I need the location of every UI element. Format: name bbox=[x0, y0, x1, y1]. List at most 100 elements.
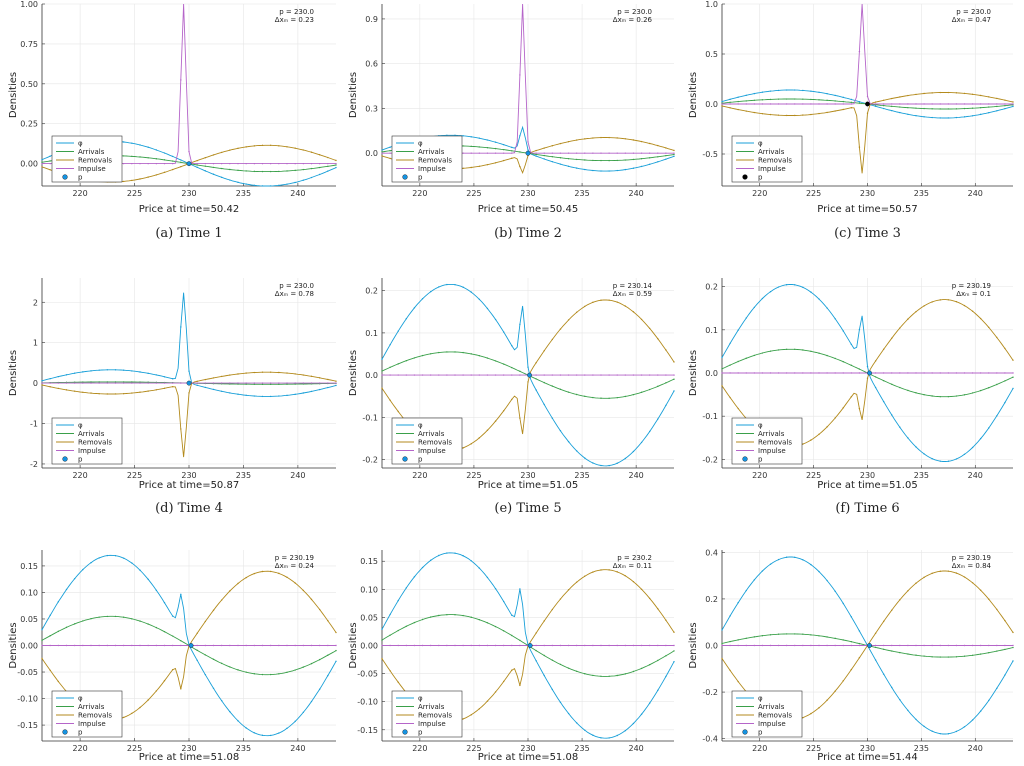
series-point bbox=[963, 304, 966, 307]
series-point bbox=[139, 644, 141, 647]
series-point bbox=[673, 631, 675, 633]
series-point bbox=[721, 100, 723, 103]
series-point bbox=[196, 659, 198, 661]
series-point bbox=[955, 395, 958, 397]
series-point bbox=[454, 552, 456, 554]
series-point bbox=[446, 552, 448, 554]
series-point bbox=[269, 673, 272, 676]
series-point bbox=[310, 700, 313, 703]
series-point bbox=[49, 155, 51, 157]
series-point bbox=[90, 617, 92, 620]
series-point bbox=[180, 688, 182, 690]
y-tick-label: 0.2 bbox=[705, 283, 718, 292]
series-point bbox=[592, 137, 594, 139]
series-point bbox=[310, 375, 313, 378]
series-point bbox=[220, 390, 223, 392]
series-point bbox=[478, 355, 481, 357]
series-point bbox=[49, 614, 51, 617]
series-point bbox=[131, 618, 133, 620]
series-point bbox=[405, 644, 408, 647]
series-point bbox=[318, 644, 321, 647]
series-point bbox=[535, 153, 537, 156]
series-point bbox=[834, 318, 836, 320]
series-point bbox=[592, 301, 594, 304]
series-point bbox=[567, 165, 570, 168]
series-point bbox=[49, 382, 51, 384]
series-point bbox=[979, 644, 982, 647]
series-point bbox=[721, 368, 723, 370]
series-point bbox=[212, 382, 215, 384]
series-point bbox=[753, 306, 756, 309]
series-point bbox=[624, 673, 627, 675]
x-tick-label: 220 bbox=[412, 471, 427, 480]
series-point bbox=[657, 161, 659, 163]
series-point bbox=[462, 374, 464, 376]
series-point bbox=[269, 162, 272, 165]
series-point bbox=[939, 299, 941, 301]
p-marker bbox=[188, 643, 194, 648]
series-point bbox=[413, 307, 416, 309]
series-point bbox=[753, 579, 756, 581]
series-point bbox=[657, 156, 659, 158]
series-point bbox=[794, 103, 796, 105]
series-point bbox=[818, 644, 820, 647]
x-tick-label: 220 bbox=[72, 189, 87, 198]
legend-label: Removals bbox=[418, 439, 452, 447]
x-tick-label: 240 bbox=[629, 471, 644, 480]
series-point bbox=[245, 727, 247, 729]
series-point bbox=[761, 91, 764, 93]
series-point bbox=[171, 378, 174, 380]
series-point bbox=[310, 390, 313, 393]
series-point bbox=[122, 382, 125, 384]
series-point bbox=[737, 680, 739, 683]
series-point bbox=[139, 382, 141, 384]
x-tick-label: 230 bbox=[520, 471, 535, 480]
legend-label: φ bbox=[418, 695, 423, 703]
series-point bbox=[963, 644, 966, 647]
series-point bbox=[753, 99, 756, 101]
series-point bbox=[665, 644, 667, 647]
series-point bbox=[794, 644, 796, 647]
series-point bbox=[1004, 372, 1006, 374]
series-point bbox=[446, 134, 448, 137]
series-point bbox=[850, 364, 853, 367]
series-point bbox=[988, 644, 990, 647]
series-point bbox=[996, 644, 998, 647]
series-point bbox=[1012, 101, 1014, 103]
series-point bbox=[302, 382, 305, 384]
series-point bbox=[446, 283, 448, 286]
series-point bbox=[220, 662, 223, 665]
legend-box bbox=[391, 690, 463, 738]
series-point bbox=[155, 589, 158, 591]
series-point bbox=[575, 158, 578, 161]
series-point bbox=[559, 430, 562, 432]
y-axis-label: Densities bbox=[688, 350, 699, 396]
x-tick-label: 225 bbox=[466, 189, 481, 198]
series-point bbox=[802, 443, 804, 445]
series-point bbox=[794, 348, 796, 351]
psi-series-line-points bbox=[381, 552, 675, 739]
series-point bbox=[278, 673, 280, 675]
series-point bbox=[592, 674, 594, 677]
series-point bbox=[769, 290, 772, 293]
series-point bbox=[114, 382, 117, 384]
series-point bbox=[616, 571, 618, 573]
series-point bbox=[41, 629, 43, 631]
series-point bbox=[98, 369, 100, 371]
series-point bbox=[261, 570, 264, 573]
series-point bbox=[592, 152, 594, 154]
series-point bbox=[737, 329, 739, 331]
series-point bbox=[753, 644, 756, 647]
series-point bbox=[470, 644, 472, 647]
series-point bbox=[850, 343, 853, 346]
series-point bbox=[624, 644, 627, 647]
series-point bbox=[220, 375, 223, 378]
series-point bbox=[624, 575, 627, 577]
series-point bbox=[842, 372, 844, 374]
y-tick-label: 0 bbox=[33, 379, 38, 388]
series-point bbox=[98, 393, 100, 395]
series-point bbox=[640, 441, 643, 444]
series-point bbox=[963, 103, 966, 105]
series-point bbox=[462, 167, 464, 170]
series-point bbox=[261, 673, 264, 676]
